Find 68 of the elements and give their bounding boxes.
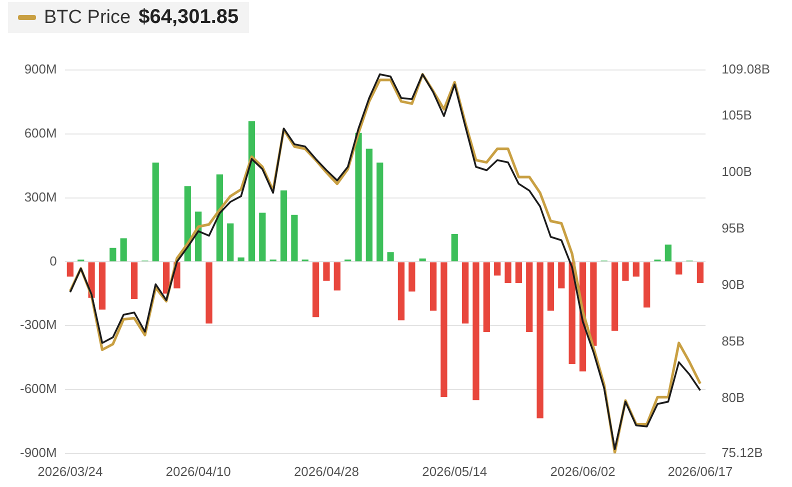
y-tick-label: -300M [20, 317, 57, 332]
bar [504, 262, 512, 283]
y2-tick-label: 75.12B [722, 444, 763, 460]
bar [98, 262, 106, 310]
y-tick-label: 0 [50, 253, 57, 268]
bar [590, 262, 597, 346]
bar [206, 262, 212, 324]
x-tick-label: 2026/03/24 [38, 464, 103, 479]
bar [664, 244, 672, 262]
bar [66, 262, 74, 277]
bar [130, 262, 138, 299]
bar [462, 262, 469, 324]
bar [334, 262, 340, 290]
y-tick-label: 900M [24, 62, 57, 77]
bar [248, 121, 256, 262]
x-tick-label: 2026/06/17 [668, 464, 733, 479]
bar [291, 214, 298, 262]
bar [472, 262, 480, 400]
y2-tick-label: 105B [722, 108, 752, 123]
bar [558, 262, 565, 288]
bar [152, 162, 159, 262]
bar [387, 252, 394, 262]
bar [355, 132, 362, 262]
y2-tick-label: 80B [722, 390, 745, 405]
bar [611, 262, 618, 331]
bar [238, 257, 244, 262]
y2-tick-label: 85B [722, 333, 745, 348]
bar [366, 148, 372, 262]
x-tick-label: 2026/05/14 [422, 464, 488, 479]
bar [632, 262, 640, 277]
y2-tick-label: 100B [722, 164, 752, 180]
bar [696, 262, 704, 283]
bar [323, 262, 330, 281]
bar [526, 262, 533, 332]
bar [515, 262, 522, 283]
bar [376, 162, 384, 262]
bar [419, 258, 426, 262]
x-tick-label: 2026/04/10 [166, 464, 231, 479]
legend-label: BTC Price [44, 6, 131, 28]
y2-tick-label: 95B [722, 220, 745, 236]
bar [227, 223, 234, 262]
bar [451, 234, 458, 262]
bar [408, 262, 416, 292]
x-tick-label: 2026/04/28 [294, 464, 360, 479]
y-tick-label: -600M [20, 381, 57, 396]
y-tick-label: 300M [24, 189, 57, 204]
bar [676, 262, 682, 274]
bar [312, 262, 320, 318]
y2-tick-label: 109.08B [722, 62, 770, 77]
x-tick-label: 2026/06/02 [550, 464, 616, 479]
bar [110, 248, 116, 262]
bar [430, 262, 437, 311]
bar [162, 262, 170, 294]
bar [494, 262, 501, 276]
bar [483, 262, 490, 332]
bar [398, 262, 405, 320]
bar [622, 262, 629, 281]
bar [644, 262, 650, 308]
bar [536, 262, 544, 418]
text: $64,301.85 [138, 6, 239, 29]
y-tick-label: -900M [20, 444, 57, 460]
bar [547, 262, 554, 311]
bar [259, 212, 266, 262]
bar [120, 238, 127, 262]
y2-tick-label: 90B [722, 276, 745, 292]
y-tick-label: 600M [24, 125, 57, 140]
bar [440, 262, 448, 397]
bar [280, 190, 288, 262]
